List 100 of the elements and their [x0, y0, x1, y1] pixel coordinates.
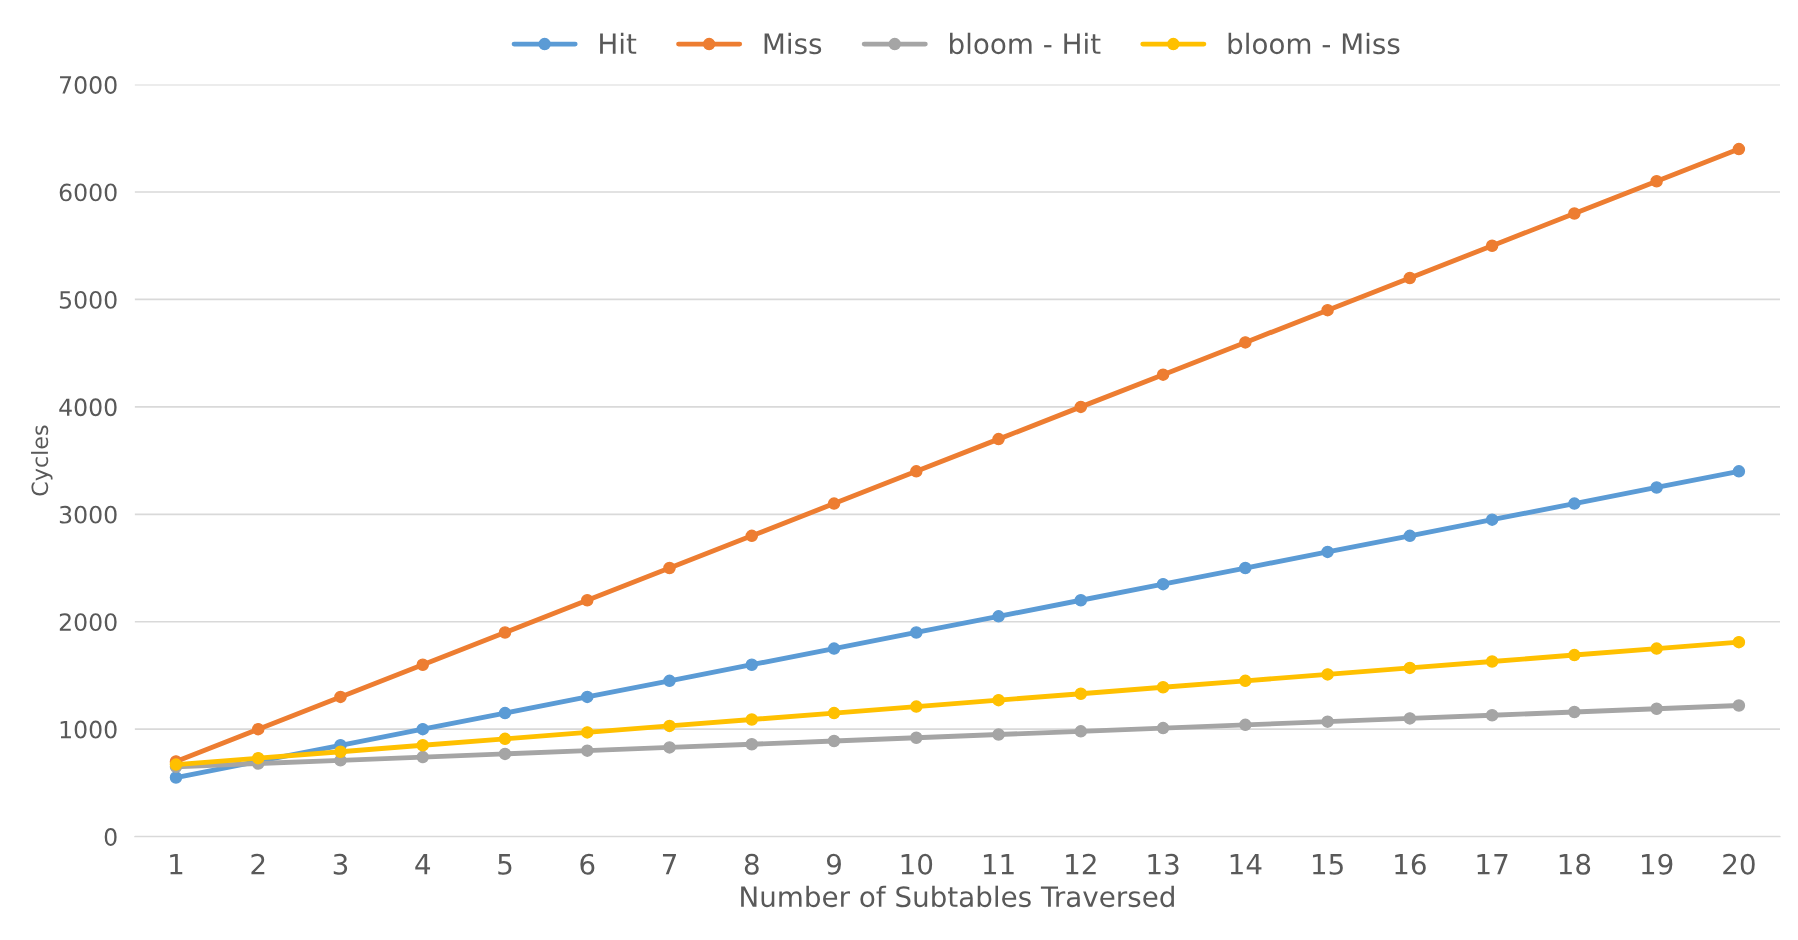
- point: [1321, 545, 1334, 559]
- point: [827, 734, 841, 748]
- point: [1650, 642, 1663, 655]
- x-tick-label: 6: [580, 853, 595, 875]
- y-tick-label: 6000: [59, 183, 117, 202]
- point: [1568, 497, 1581, 510]
- point: [663, 741, 676, 754]
- point: [1321, 715, 1334, 728]
- point: [1239, 336, 1252, 349]
- point: [663, 561, 676, 575]
- point: [581, 594, 594, 607]
- point: [992, 432, 1005, 446]
- point: [992, 728, 1005, 741]
- x-tick-label: 5: [498, 854, 512, 875]
- point: [416, 739, 430, 752]
- y-tick-label: 4000: [59, 398, 117, 417]
- point: [1568, 648, 1581, 662]
- point: [745, 658, 759, 671]
- x-tick-label: 17: [1477, 854, 1508, 875]
- x-tick-label: 20: [1723, 853, 1755, 875]
- point: [992, 610, 1005, 623]
- point: [1403, 661, 1417, 675]
- point: [1650, 481, 1663, 494]
- point: [581, 726, 594, 739]
- point: [1156, 681, 1170, 694]
- point: [251, 722, 265, 736]
- point: [1403, 271, 1417, 285]
- x-tick-label: 19: [1642, 853, 1673, 875]
- point: [1074, 400, 1088, 414]
- point: [827, 642, 841, 655]
- point: [169, 771, 183, 784]
- x-tick-label: 14: [1230, 854, 1262, 875]
- point: [1074, 594, 1088, 607]
- x-tick-label: 13: [1148, 853, 1179, 875]
- point: [827, 706, 841, 720]
- point: [498, 732, 512, 746]
- x-tick-label: 4: [415, 854, 431, 875]
- point: [251, 751, 265, 765]
- point: [498, 747, 512, 761]
- point: [663, 674, 676, 688]
- point: [1074, 725, 1088, 738]
- point: [498, 626, 512, 639]
- point: [1239, 718, 1252, 732]
- point: [992, 693, 1005, 707]
- y-axis-title: Cycles: [31, 425, 53, 496]
- y-tick-label: 2000: [59, 613, 117, 632]
- point: [910, 465, 923, 478]
- point: [1485, 708, 1499, 722]
- point: [1650, 175, 1663, 188]
- legend-label: Miss: [764, 32, 822, 55]
- point: [1732, 142, 1746, 156]
- point: [1732, 699, 1746, 712]
- y-tick-label: 3000: [59, 505, 117, 524]
- legend-label: bloom - Miss: [1228, 32, 1400, 55]
- point: [334, 690, 347, 704]
- point: [1239, 674, 1252, 688]
- x-tick-label: 2: [251, 853, 265, 875]
- point: [910, 626, 923, 639]
- x-tick-label: 1: [170, 854, 183, 875]
- point: [663, 719, 676, 733]
- point: [1156, 368, 1170, 381]
- point: [745, 529, 759, 543]
- point: [416, 722, 430, 736]
- x-tick-label: 15: [1312, 854, 1343, 875]
- y-tick-label: 1000: [60, 720, 117, 739]
- point: [1568, 705, 1581, 719]
- point: [1074, 687, 1088, 700]
- point: [745, 737, 759, 751]
- point: [416, 750, 430, 764]
- point: [1321, 303, 1334, 317]
- legend-label: bloom - Hit: [950, 32, 1101, 55]
- point: [1732, 635, 1746, 649]
- point: [498, 706, 512, 720]
- point: [1485, 239, 1499, 252]
- y-tick-label: 7000: [60, 76, 117, 94]
- point: [334, 745, 347, 758]
- point: [910, 700, 923, 713]
- x-axis-title: Number of Subtables Traversed: [741, 885, 1174, 908]
- point: [1485, 513, 1499, 526]
- x-tick-label: 3: [333, 853, 348, 875]
- point: [1321, 668, 1334, 681]
- point: [1403, 529, 1417, 543]
- x-tick-label: 9: [826, 853, 841, 875]
- point: [1403, 712, 1417, 725]
- x-tick-label: 18: [1559, 853, 1591, 875]
- point: [1732, 465, 1746, 478]
- point: [745, 713, 759, 726]
- point: [581, 690, 594, 704]
- x-tick-label: 16: [1395, 853, 1426, 875]
- x-tick-label: 8: [744, 853, 759, 875]
- point: [827, 497, 841, 510]
- point: [1568, 207, 1581, 220]
- point: [1156, 721, 1170, 735]
- point: [1650, 702, 1663, 716]
- point: [581, 744, 594, 757]
- legend-label: Hit: [600, 32, 637, 54]
- x-tick-label: 11: [983, 854, 1014, 875]
- point: [1239, 561, 1252, 575]
- point: [1485, 655, 1499, 668]
- point: [416, 658, 430, 671]
